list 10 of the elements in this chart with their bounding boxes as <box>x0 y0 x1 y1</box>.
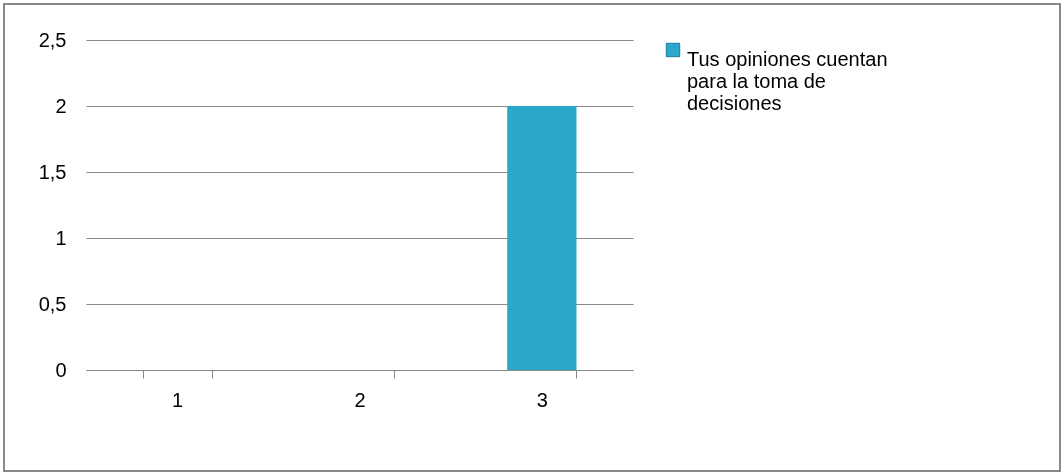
y-tick-label: 0 <box>55 358 67 381</box>
y-tick-label: 0,5 <box>38 292 67 315</box>
legend-label: Tus opiniones cuentan para la toma de decisiones <box>687 48 888 114</box>
y-tick-label: 2,5 <box>38 28 67 51</box>
y-tick-label: 1 <box>55 226 67 249</box>
y-tick-label: 1,5 <box>38 160 67 183</box>
x-tick-label: 3 <box>536 388 548 411</box>
x-tick-label: 1 <box>172 388 184 411</box>
x-tick-label: 2 <box>354 388 366 411</box>
y-tick-label: 2 <box>55 94 67 117</box>
